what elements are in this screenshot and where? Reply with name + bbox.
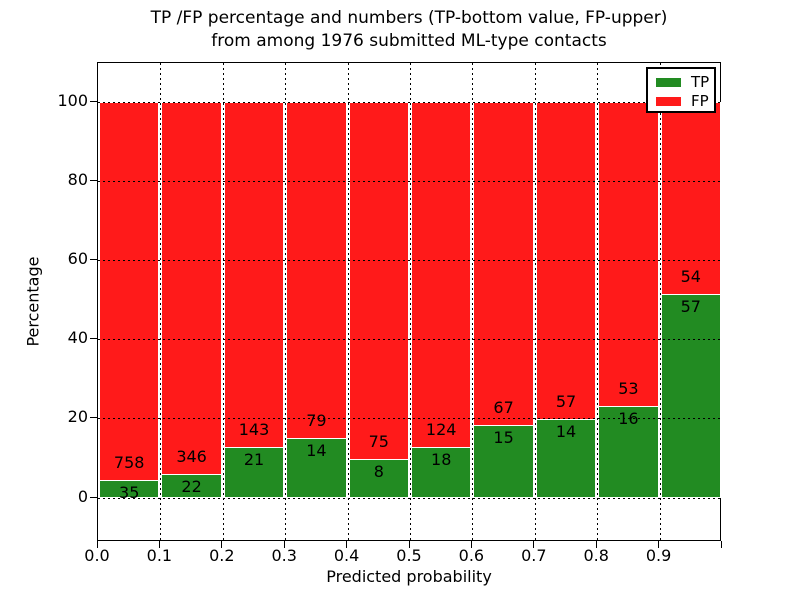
x-tick-label: 0.6 xyxy=(458,546,485,565)
bar-segment-fp xyxy=(99,101,160,482)
x-tick-mark xyxy=(158,541,160,548)
x-tick-mark xyxy=(346,541,348,548)
legend-entry-tp: TP xyxy=(656,74,714,90)
gridline-vertical xyxy=(285,63,287,540)
y-tick-mark xyxy=(90,496,97,498)
x-tick-label: 0.2 xyxy=(209,546,235,565)
y-tick-label: 80 xyxy=(67,169,88,189)
chart-title-line1: TP /FP percentage and numbers (TP-bottom… xyxy=(150,8,668,28)
tp-count-label: 18 xyxy=(431,450,452,470)
fp-count-label: 57 xyxy=(555,392,577,412)
fp-count-label: 67 xyxy=(493,398,514,418)
fp-count-label: 346 xyxy=(176,446,207,466)
bar-segment-fp xyxy=(411,101,472,449)
bar-segment-tp xyxy=(473,425,534,499)
bar-segment-tp xyxy=(660,294,721,499)
x-tick-mark xyxy=(96,541,98,548)
x-tick-mark xyxy=(283,541,285,548)
bar-segment-tp xyxy=(535,419,597,499)
gridline-horizontal xyxy=(98,418,720,420)
legend-label: FP xyxy=(691,91,709,110)
x-tick-mark xyxy=(221,541,223,548)
fp-count-label: 75 xyxy=(368,432,389,452)
plot-area: 758 35 346 22 143 21 79 14 75 8 124 18 67 15 57 14 53 16 5… xyxy=(97,62,721,541)
gridline-vertical xyxy=(347,63,349,540)
fp-count-label: 758 xyxy=(113,453,145,473)
tp-count-label: 22 xyxy=(181,476,202,496)
gridline-vertical xyxy=(410,63,411,540)
x-tick-mark xyxy=(470,541,472,548)
legend-label: TP xyxy=(691,72,710,91)
y-tick-mark xyxy=(90,338,97,340)
x-tick-mark xyxy=(595,541,597,548)
fp-count-label: 79 xyxy=(306,410,327,430)
gridline-horizontal xyxy=(98,497,720,499)
bar-segment-fp xyxy=(598,101,659,407)
fp-count-label: 53 xyxy=(618,378,639,398)
tp-count-label: 16 xyxy=(618,408,639,428)
chart-title: TP /FP percentage and numbers (TP-bottom… xyxy=(97,7,721,53)
gridline-horizontal xyxy=(98,259,720,261)
bar-segment-fp xyxy=(286,101,347,439)
x-tick-label: 0.1 xyxy=(146,546,173,565)
x-tick-mark xyxy=(658,541,660,548)
bar-segment-fp xyxy=(535,101,597,421)
gridline-horizontal xyxy=(98,339,720,341)
fp-count-label: 143 xyxy=(238,419,270,439)
fp-count-label: 124 xyxy=(425,420,457,440)
gridline-vertical xyxy=(472,63,474,540)
tp-count-label: 57 xyxy=(680,297,701,317)
bar-segment-tp xyxy=(223,446,285,499)
gridline-vertical xyxy=(597,63,599,540)
tp-count-label: 35 xyxy=(119,483,140,503)
gridline-vertical xyxy=(222,63,224,540)
y-tick-mark xyxy=(90,417,97,419)
bar-segment-tp xyxy=(286,437,347,499)
x-tick-label: 0.7 xyxy=(521,546,547,565)
bar-segment-fp xyxy=(660,101,721,296)
y-tick-label: 100 xyxy=(57,90,88,110)
tp-count-label: 21 xyxy=(243,449,265,469)
tp-count-label: 14 xyxy=(306,440,327,460)
bar-segment-fp xyxy=(223,101,285,448)
legend-entry-fp: FP xyxy=(656,93,714,109)
y-tick-label: 0 xyxy=(77,486,88,506)
gridline-horizontal xyxy=(98,101,720,103)
x-tick-label: 0.3 xyxy=(271,546,297,565)
x-tick-label: 0.0 xyxy=(84,546,110,565)
bar-segment-tp xyxy=(411,447,472,499)
chart-title-line2: from among 1976 submitted ML-type contac… xyxy=(211,31,607,51)
x-tick-mark xyxy=(408,541,410,548)
x-tick-label: 0.4 xyxy=(333,546,360,565)
y-tick-mark xyxy=(90,100,97,102)
x-tick-label: 0.5 xyxy=(396,546,422,565)
x-tick-mark xyxy=(720,541,722,548)
gridline-vertical xyxy=(659,63,661,540)
tp-count-label: 14 xyxy=(555,422,577,442)
y-axis-label: Percentage xyxy=(23,256,43,347)
fp-count-label: 54 xyxy=(680,267,701,287)
bar-segment-fp xyxy=(161,101,222,475)
x-tick-mark xyxy=(533,541,535,548)
y-tick-mark xyxy=(90,179,97,181)
y-tick-label: 40 xyxy=(67,328,88,348)
x-tick-label: 0.9 xyxy=(645,546,672,565)
y-tick-label: 20 xyxy=(67,407,88,427)
bar-segment-tp xyxy=(598,405,659,499)
bar-segment-fp xyxy=(473,101,534,427)
tp-count-label: 15 xyxy=(493,428,514,448)
legend-swatch-tp-icon xyxy=(656,77,681,87)
x-axis-label: Predicted probability xyxy=(326,567,492,586)
x-tick-label: 0.8 xyxy=(583,546,609,565)
gridline-vertical xyxy=(160,63,162,540)
tp-count-label: 8 xyxy=(373,462,384,482)
gridline-horizontal xyxy=(98,180,720,182)
gridline-vertical xyxy=(534,63,536,540)
legend-swatch-fp-icon xyxy=(656,96,681,106)
bar-segment-fp xyxy=(348,101,409,461)
y-tick-label: 60 xyxy=(67,248,88,268)
legend: TP FP xyxy=(646,67,716,113)
y-tick-mark xyxy=(90,258,97,260)
